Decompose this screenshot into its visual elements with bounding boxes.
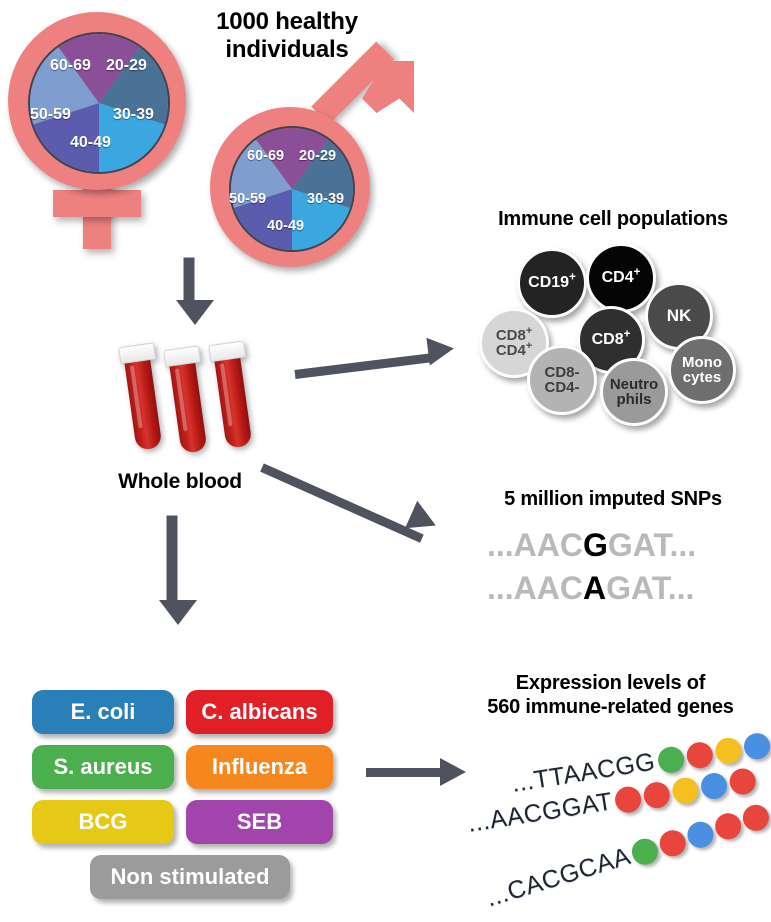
- arrow-stimuli-to-expression-line: [366, 768, 444, 777]
- stimulus-seb[interactable]: SEB: [186, 800, 333, 844]
- gene-strand-3-bead-1: [656, 826, 690, 859]
- immune-title: Immune cell populations: [498, 208, 728, 230]
- pie-label-male-60-69: 60-69: [247, 148, 285, 164]
- gene-strand-1-bead-0: [655, 744, 686, 775]
- gene-strand-1-bead-1: [684, 739, 715, 770]
- snps-title: 5 million imputed SNPs: [504, 488, 722, 510]
- snp-allele-2-suffix: GAT...: [606, 570, 695, 606]
- gene-strand-2-bead-3: [699, 770, 730, 801]
- stimulus-c-albicans[interactable]: C. albicans: [186, 690, 333, 734]
- female-symbol-crossbar: [53, 190, 141, 217]
- gene-strand-1-bead-3: [741, 730, 771, 761]
- male-symbol: 20-29 30-39 40-49 50-59 60-69: [200, 41, 420, 267]
- immune-bubble-cd19: CD19+: [517, 248, 587, 318]
- immune-bubble-cd8n-cd4n: CD8- CD4-: [527, 345, 597, 415]
- pie-label-female-50-59: 50-59: [30, 106, 71, 123]
- pie-label-female-20-29: 20-29: [106, 57, 147, 74]
- stimulus-e-coli-label: E. coli: [70, 699, 136, 724]
- immune-bubble-cd8p-cd4p: CD8+ CD4+: [479, 308, 549, 378]
- gene-strand-3-bead-4: [739, 800, 771, 834]
- snp-allele-2: ...AACAGAT...: [487, 570, 694, 607]
- pie-label-female-40-49: 40-49: [70, 134, 111, 151]
- arrow-cohort-to-blood-head: [176, 300, 214, 325]
- stimulus-seb-label: SEB: [236, 809, 283, 834]
- gene-strand-3-sequence: ...CACGCAA: [482, 841, 634, 913]
- stimulus-influenza[interactable]: Influenza: [186, 745, 333, 789]
- pie-label-female-60-69: 60-69: [50, 57, 91, 74]
- immune-bubble-cd8n-cd4n-label: CD8- CD4-: [544, 363, 580, 396]
- pie-label-male-20-29: 20-29: [299, 148, 337, 164]
- immune-bubble-cd4: CD4+: [586, 243, 656, 313]
- immune-bubble-monocytes-label: Mono cytes: [682, 353, 722, 386]
- stimulus-s-aureus[interactable]: S. aureus: [32, 745, 174, 789]
- stimulus-non-stimulated[interactable]: Non stimulated: [90, 855, 290, 899]
- pie-label-male-30-39: 30-39: [307, 191, 345, 207]
- pie-label-male-50-59: 50-59: [229, 191, 267, 207]
- snp-allele-2-prefix: ...AAC: [487, 570, 583, 606]
- immune-bubble-neutrophils-label: Neutro phils: [609, 375, 659, 408]
- snp-allele-1-variant: G: [583, 527, 608, 563]
- stimulus-bcg-label: BCG: [78, 809, 128, 834]
- gene-strand-2-bead-4: [727, 766, 758, 796]
- gene-strand-3-bead-2: [684, 817, 717, 851]
- gene-strand-1-bead-2: [713, 735, 744, 766]
- cohort-title-line2: individuals: [225, 36, 349, 64]
- stimulus-e-coli[interactable]: E. coli: [32, 690, 174, 734]
- gene-strand-2-bead-0: [613, 784, 644, 814]
- gene-strand-3-bead-3: [712, 809, 745, 842]
- stimulus-c-albicans-label: C. albicans: [201, 699, 318, 724]
- snp-allele-1: ...AACGGAT...: [487, 527, 696, 564]
- arrow-blood-to-immune-head: [426, 334, 456, 366]
- snp-allele-2-variant: A: [583, 570, 607, 606]
- immune-bubble-cd19-label: CD19+: [528, 271, 576, 291]
- pie-label-female-30-39: 30-39: [113, 106, 154, 123]
- gene-strand-2-bead-2: [670, 775, 701, 805]
- immune-bubble-monocytes: Mono cytes: [668, 336, 736, 404]
- arrow-blood-to-stimuli-line: [166, 515, 178, 611]
- blood-tubes: [110, 340, 270, 455]
- stimulus-non-stimulated-label: Non stimulated: [110, 864, 270, 889]
- immune-cell-cluster: CD19+ CD4+ NK CD8+ CD8+ CD4+ CD8- CD4- Neu…: [455, 240, 771, 426]
- immune-bubble-cd4-label: CD4+: [601, 266, 641, 286]
- gene-strand-2-sequence: ...AACGGAT: [465, 787, 615, 838]
- immune-bubble-neutrophils: Neutro phils: [600, 358, 668, 426]
- gene-strand-2-bead-1: [642, 779, 672, 810]
- stimulus-bcg[interactable]: BCG: [32, 800, 174, 844]
- arrow-stimuli-to-expression-head: [440, 758, 466, 786]
- immune-bubble-nk: NK: [645, 282, 713, 350]
- stimulus-s-aureus-label: S. aureus: [53, 754, 153, 779]
- immune-bubble-cd8p-cd4p-label: CD8+ CD4+: [495, 324, 533, 359]
- expression-title-line2: 560 immune-related genes: [487, 695, 734, 718]
- blood-tube-2: [163, 345, 211, 455]
- gene-strand-3-bead-0: [629, 834, 662, 868]
- blood-tube-1: [118, 342, 166, 452]
- male-age-pie: [229, 126, 355, 252]
- arrow-blood-to-snps-line: [260, 463, 424, 543]
- whole-blood-label: Whole blood: [118, 470, 242, 493]
- snp-allele-1-prefix: ...AAC: [487, 527, 583, 563]
- arrow-blood-to-stimuli-head: [159, 600, 197, 625]
- cohort-title: 1000 healthy individuals: [172, 8, 402, 65]
- snp-allele-1-suffix: GAT...: [607, 527, 697, 563]
- female-symbol: 20-29 30-39 40-49 50-59 60-69: [8, 12, 198, 249]
- stimulus-influenza-label: Influenza: [211, 754, 308, 779]
- blood-tube-3: [208, 340, 256, 450]
- immune-bubble-cd8-label: CD8+: [591, 328, 631, 348]
- immune-bubble-nk-label: NK: [666, 306, 692, 326]
- pie-label-male-40-49: 40-49: [267, 218, 305, 234]
- expression-title-line1: Expression levels of: [515, 672, 706, 694]
- female-age-pie: [28, 32, 170, 174]
- arrow-blood-to-immune-line: [294, 352, 435, 379]
- expression-title: Expression levels of 560 immune-related …: [450, 672, 771, 719]
- cohort-title-line1: 1000 healthy: [216, 8, 358, 35]
